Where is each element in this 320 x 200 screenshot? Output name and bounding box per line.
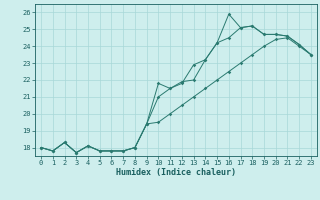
X-axis label: Humidex (Indice chaleur): Humidex (Indice chaleur) bbox=[116, 168, 236, 177]
